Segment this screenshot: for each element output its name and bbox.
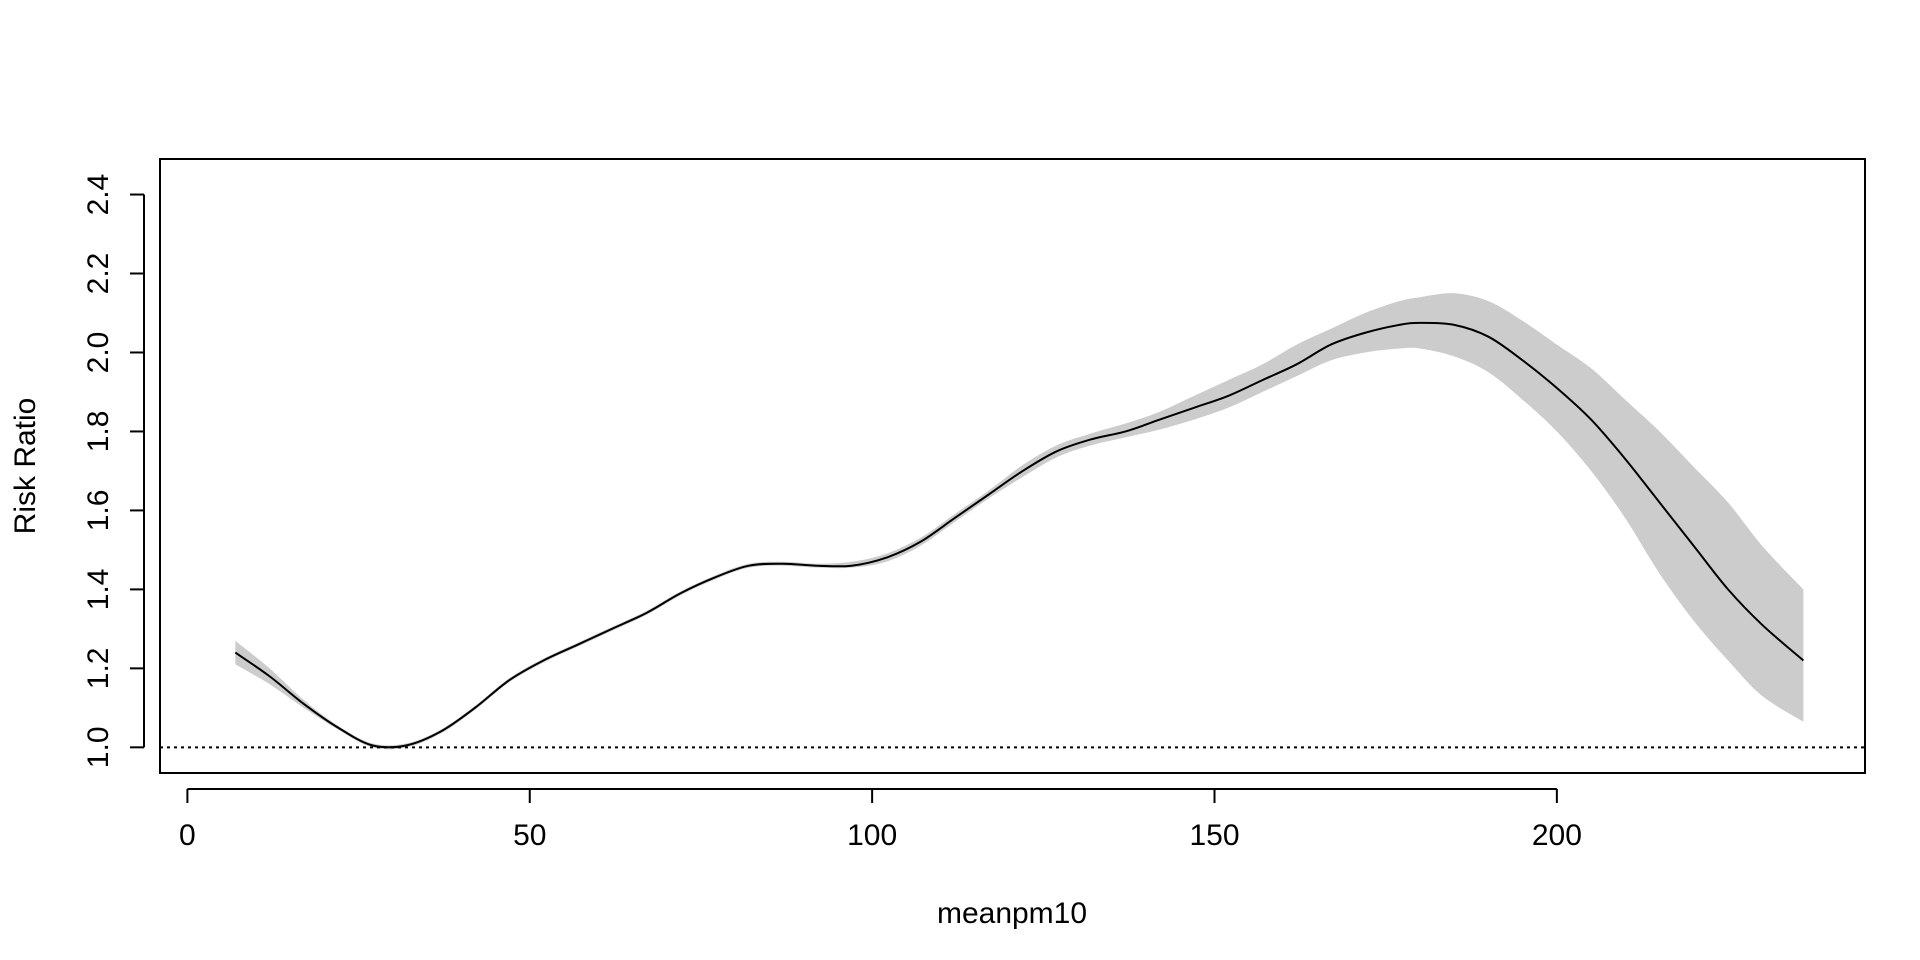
risk-ratio-curve bbox=[234, 321, 1805, 749]
y-tick-label: 2.4 bbox=[82, 174, 115, 216]
confidence-band bbox=[235, 293, 1804, 750]
x-tick-label: 50 bbox=[513, 819, 546, 852]
y-tick-label: 1.0 bbox=[82, 726, 115, 768]
y-tick-label: 1.4 bbox=[82, 569, 115, 611]
x-tick-label: 200 bbox=[1532, 819, 1582, 852]
x-axis: 0 50 100 150 200 bbox=[179, 788, 1582, 852]
y-axis-title: Risk Ratio bbox=[9, 398, 42, 535]
x-tick-label: 0 bbox=[179, 819, 196, 852]
x-tick-label: 150 bbox=[1189, 819, 1239, 852]
y-tick-label: 1.6 bbox=[82, 490, 115, 532]
x-axis-title: meanpm10 bbox=[937, 897, 1087, 930]
y-tick-label: 2.2 bbox=[82, 253, 115, 295]
y-axis: 1.0 1.2 1.4 1.6 1.8 2.0 2.2 2.4 bbox=[82, 174, 145, 768]
plot-frame bbox=[159, 158, 1866, 774]
x-tick-label: 100 bbox=[847, 819, 897, 852]
y-tick-label: 1.8 bbox=[82, 411, 115, 453]
y-tick-label: 1.2 bbox=[82, 648, 115, 690]
y-tick-label: 2.0 bbox=[82, 332, 115, 374]
